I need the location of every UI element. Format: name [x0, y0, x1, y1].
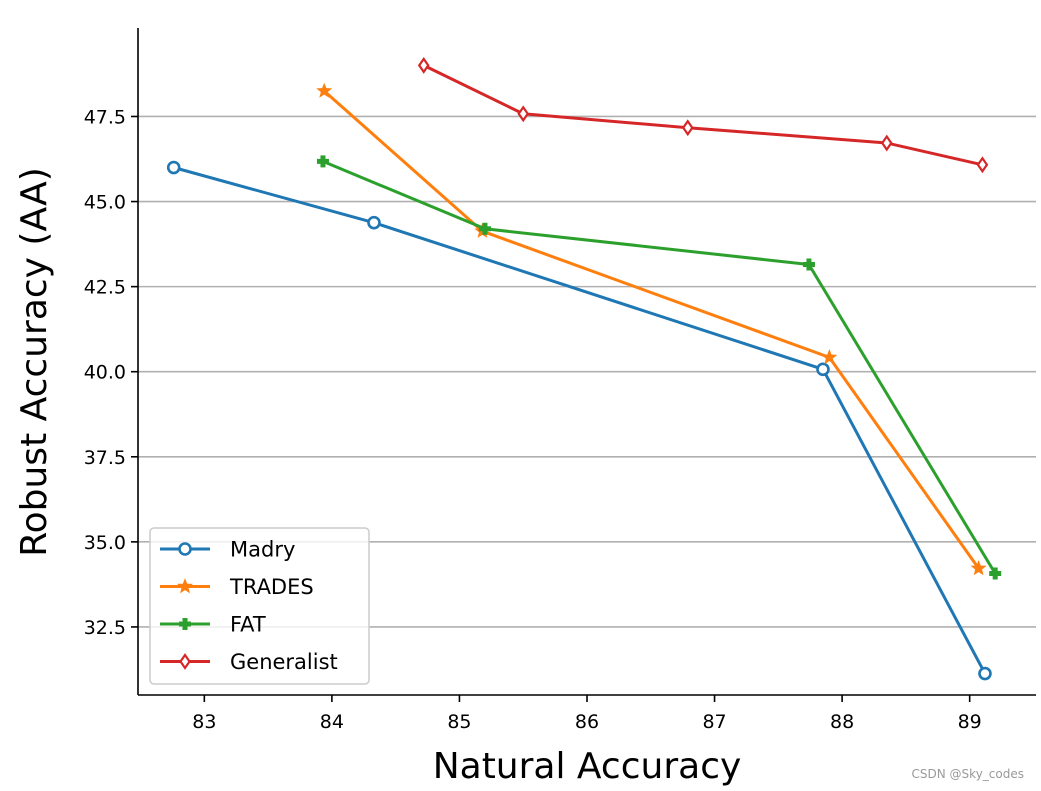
point-fat	[989, 567, 1002, 580]
x-tick-label: 84	[320, 711, 344, 733]
series-line-madry	[173, 166, 987, 675]
series-generalist	[417, 57, 989, 174]
legend-label: Generalist	[230, 650, 338, 674]
point-generalist	[417, 57, 430, 74]
series-line-generalist	[423, 64, 983, 167]
point-generalist	[880, 134, 893, 152]
y-tick-label: 47.5	[84, 106, 126, 128]
series-madry	[166, 160, 992, 681]
axes	[131, 28, 1036, 702]
legend: Madry TRADES FAT Generalist	[149, 527, 370, 685]
y-tick-label: 32.5	[84, 617, 126, 639]
y-tick-label: 35.0	[84, 532, 126, 554]
series-trades	[316, 82, 987, 576]
legend-box	[149, 527, 370, 685]
legend-item-fat: FAT	[160, 613, 266, 637]
tick-labels: 32.5 35.0 37.5 40.0 42.5 45.0 47.5 83 84 85 86 87 88…	[84, 106, 982, 733]
x-tick-label: 83	[192, 711, 216, 733]
series-line-trades	[323, 89, 980, 570]
point-fat	[316, 155, 329, 168]
legend-marker	[176, 578, 194, 594]
legend-item-trades: TRADES	[160, 575, 314, 599]
point-trades	[821, 348, 838, 365]
x-tick-label: 87	[702, 711, 726, 733]
series-group	[166, 57, 1002, 681]
point-fat	[478, 222, 491, 235]
y-tick-label: 40.0	[84, 362, 126, 384]
y-tick-label: 45.0	[84, 192, 126, 214]
legend-label: Madry	[230, 538, 295, 562]
point-madry	[978, 666, 992, 681]
x-tick-label: 86	[575, 711, 599, 733]
x-axis-label: Natural Accuracy	[433, 746, 742, 787]
point-fat	[802, 258, 815, 271]
x-tick-label: 88	[830, 711, 854, 733]
legend-item-madry: Madry	[160, 538, 295, 562]
point-trades	[970, 560, 987, 576]
legend-marker	[179, 653, 191, 670]
x-tick-label: 85	[447, 711, 471, 733]
point-madry	[816, 362, 830, 377]
legend-label: TRADES	[229, 575, 314, 599]
legend-label: FAT	[230, 613, 266, 637]
legend-marker	[178, 542, 192, 556]
y-tick-label: 42.5	[84, 277, 126, 299]
legend-item-generalist: Generalist	[160, 650, 338, 674]
series-line-fat	[322, 160, 997, 575]
point-madry	[166, 160, 181, 175]
point-trades	[316, 82, 333, 98]
point-generalist	[517, 105, 530, 123]
y-tick-label: 37.5	[84, 447, 126, 469]
y-axis-label: Robust Accuracy (AA)	[14, 167, 55, 557]
point-generalist	[681, 119, 694, 137]
point-generalist	[976, 156, 989, 174]
point-madry	[367, 215, 381, 230]
series-fat	[316, 155, 1002, 580]
watermark: CSDN @Sky_codes	[912, 767, 1024, 781]
legend-marker	[179, 618, 191, 630]
x-tick-label: 89	[958, 711, 982, 733]
